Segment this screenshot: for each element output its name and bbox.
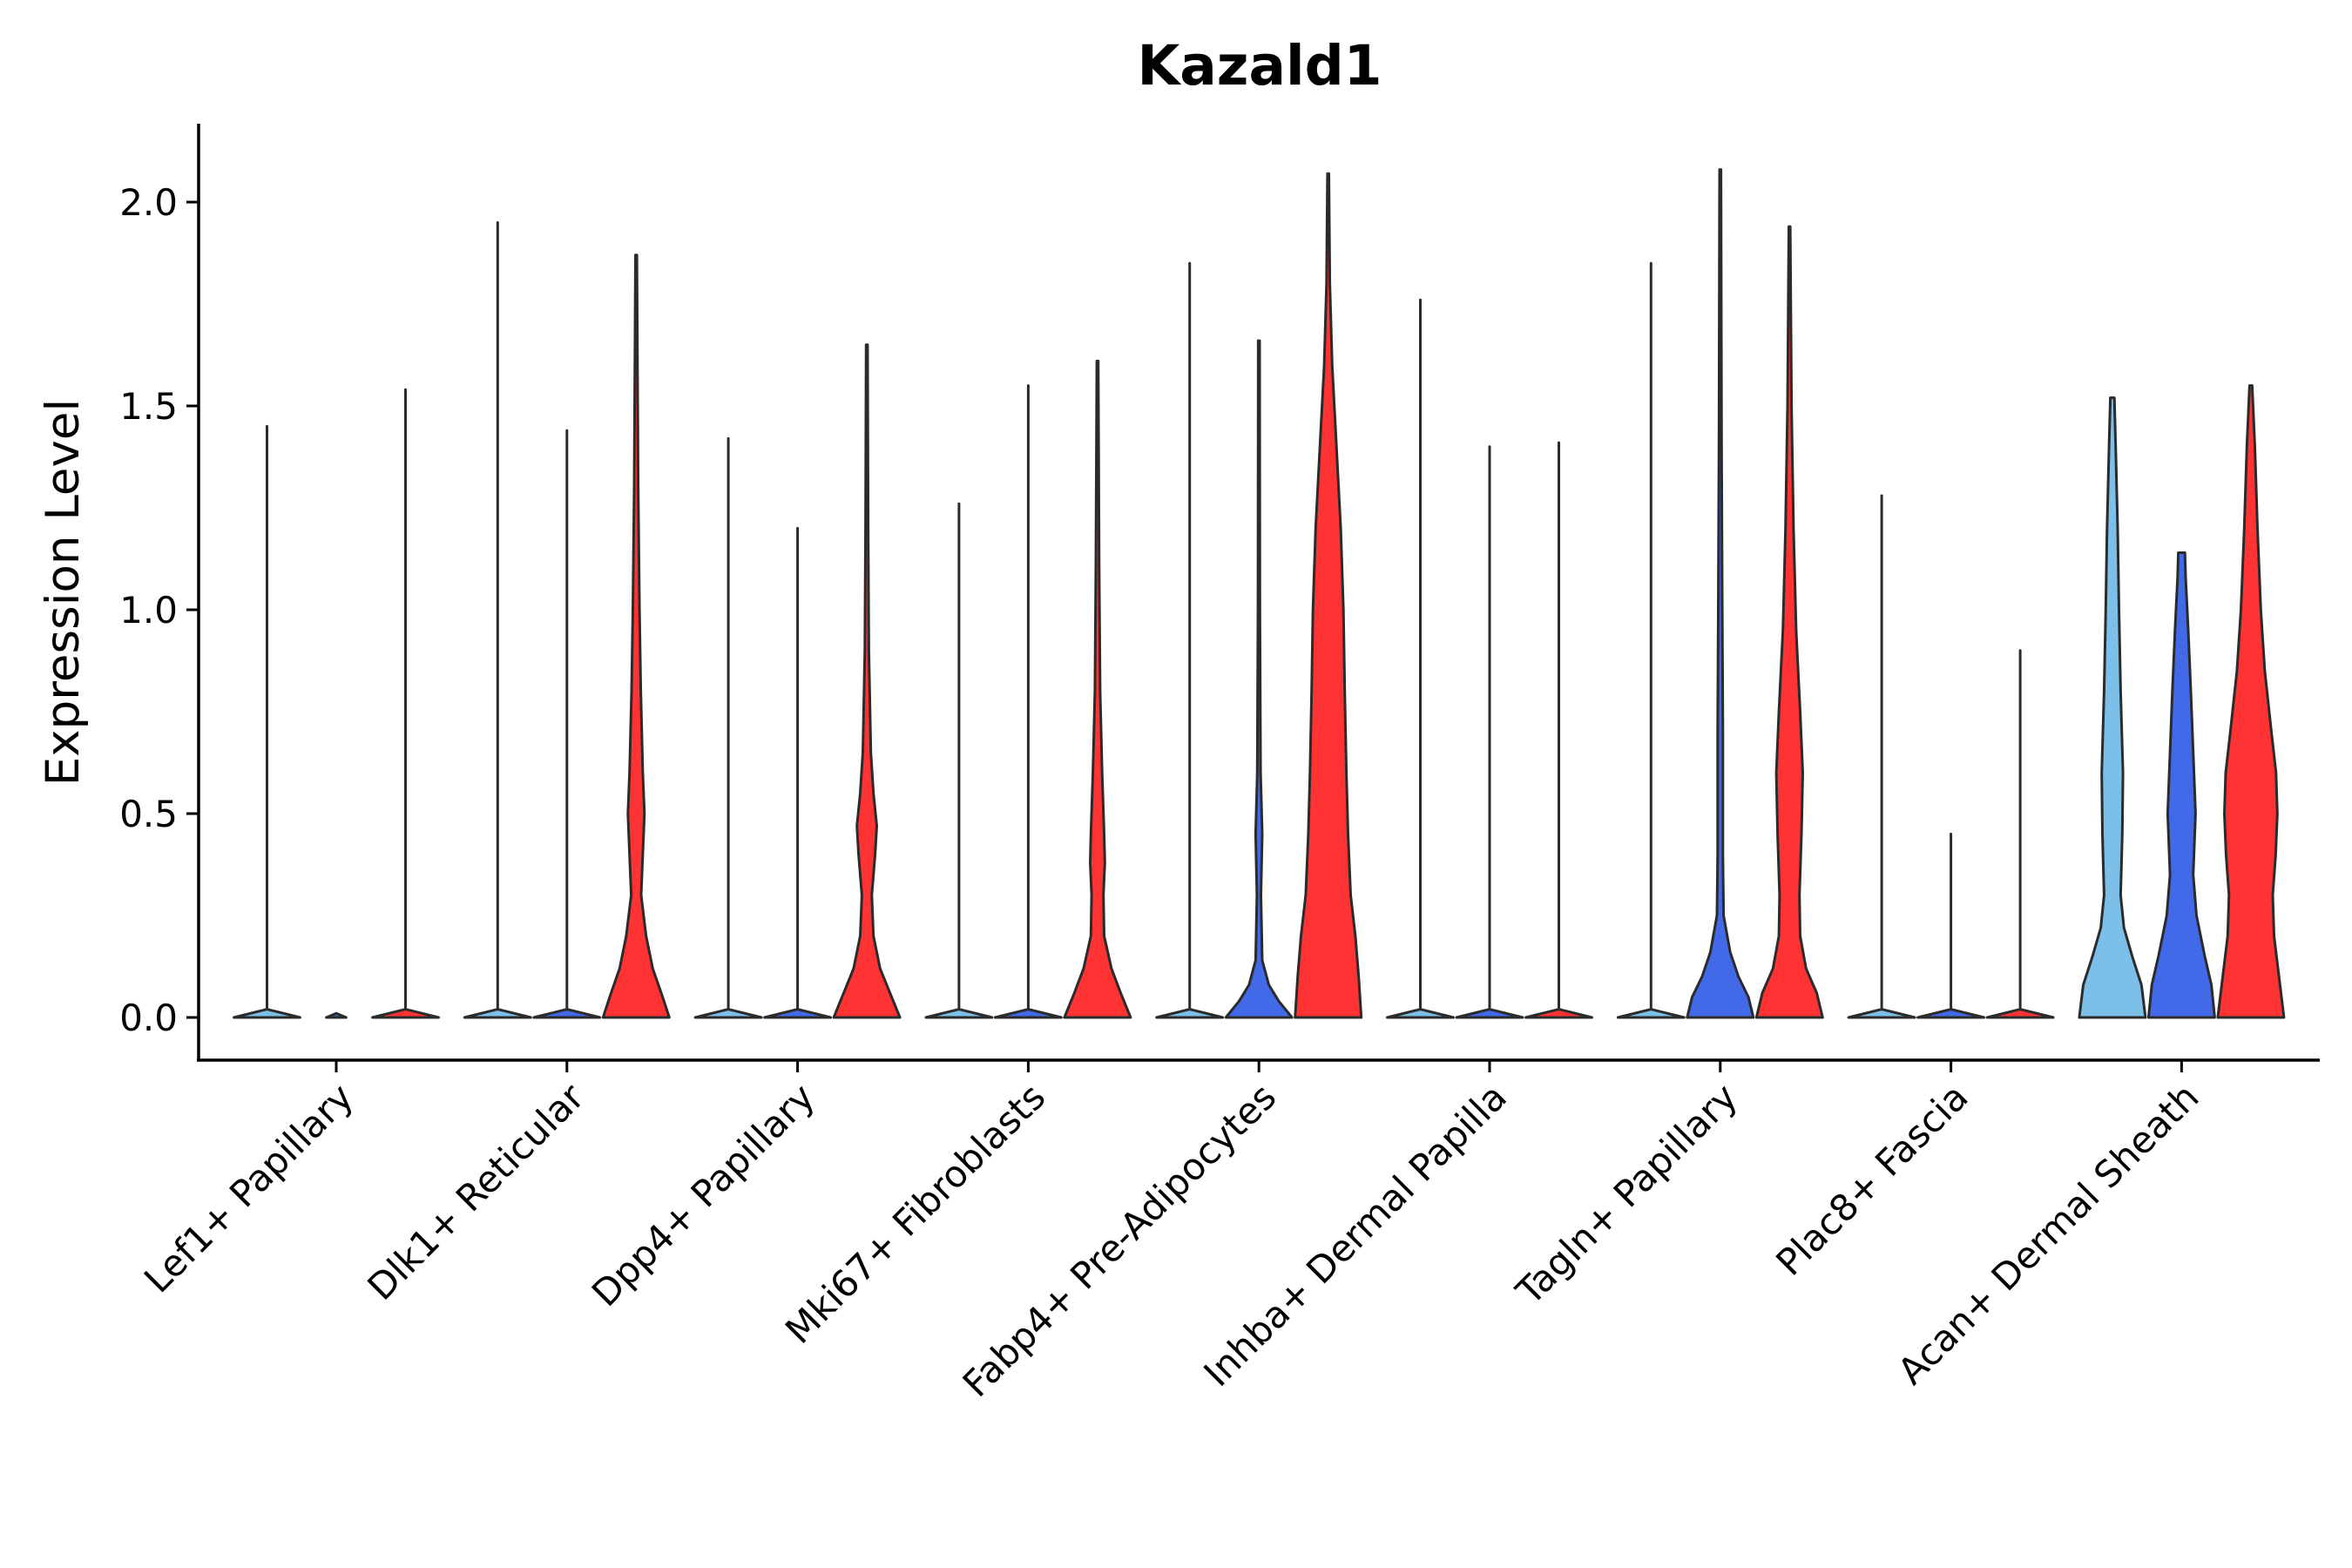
violin-1-2 [325,1011,348,1019]
violin-4-2 [993,384,1063,1019]
x-tick-label: Dlk1+ Reticular [359,1075,592,1308]
x-tick-label: Dpp4+ Papillary [584,1075,823,1315]
violin-4-3 [1063,360,1132,1019]
violin-6-2 [1455,445,1524,1019]
y-tick-label: 1.5 [119,385,178,428]
violin-3-3 [832,343,902,1019]
violin-9-1 [2078,396,2147,1019]
violin-1-1 [233,424,301,1019]
violin-5-1 [1155,261,1225,1019]
y-tick-label: 1.0 [119,589,178,632]
violin-7-2 [1686,168,1755,1019]
violin-5-2 [1224,339,1294,1019]
y-tick-label: 0.0 [119,997,178,1039]
violin-layer [233,168,2286,1019]
x-tick-label: Mki67+ Fibroblasts [777,1075,1053,1351]
violin-6-3 [1524,441,1593,1019]
violin-4-1 [924,502,994,1019]
violin-5-3 [1294,172,1363,1019]
violin-8-3 [1985,649,2055,1019]
violin-7-1 [1616,261,1686,1019]
y-tick-label: 0.5 [119,793,178,835]
y-axis-label: Expression Level [37,399,90,786]
violin-9-2 [2146,551,2216,1019]
violin-9-3 [2216,384,2286,1019]
violin-3-1 [693,436,763,1019]
chart-title: Kazald1 [1137,34,1382,98]
y-tick-label: 2.0 [119,181,178,224]
violin-3-2 [763,526,833,1019]
violin-1-3 [371,388,440,1019]
violin-6-1 [1386,298,1455,1019]
violin-8-1 [1847,494,1916,1019]
x-tick-label: Plac8+ Fascia [1767,1075,1976,1283]
violin-2-1 [463,220,532,1019]
violin-7-3 [1754,225,1824,1019]
x-tick-label: Tagln+ Papillary [1507,1075,1745,1313]
violin-2-2 [532,429,602,1019]
y-ticks: 0.0 0.5 1.0 1.5 2.0 [119,181,199,1039]
violin-8-2 [1916,832,1986,1019]
violin-2-3 [601,253,671,1019]
x-tick-label: Lef1+ Papillary [136,1075,362,1301]
